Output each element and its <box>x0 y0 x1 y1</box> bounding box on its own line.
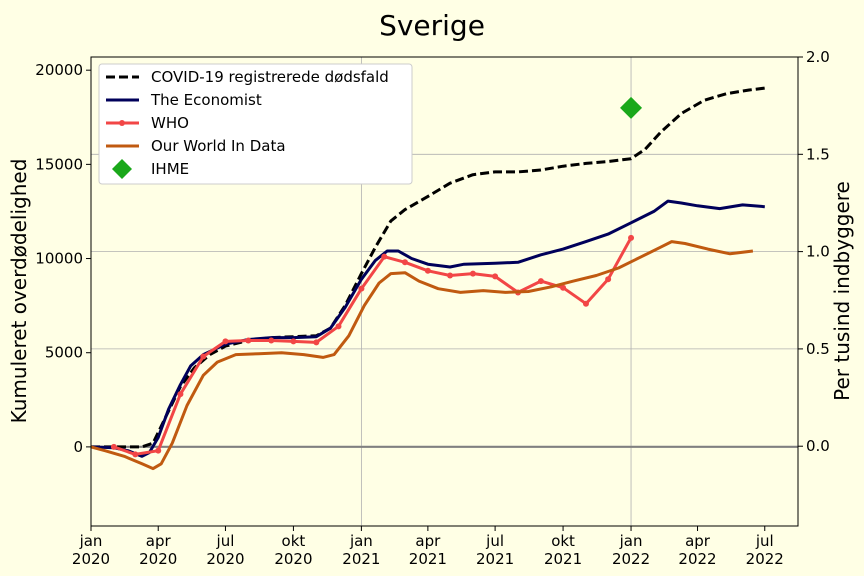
data-point-2 <box>313 339 320 346</box>
x-axis: jan2020apr2020jul2020okt2020jan2021apr20… <box>72 526 784 568</box>
data-point-2 <box>381 253 388 260</box>
plot-series <box>90 86 798 471</box>
y2-tick-label: 0.0 <box>806 437 830 455</box>
data-point-2 <box>132 451 139 458</box>
x-tick-label: 2020 <box>274 550 312 568</box>
data-point-2 <box>268 337 275 344</box>
x-tick-label: jan <box>349 532 373 550</box>
legend-label: IHME <box>151 160 189 178</box>
data-point-2 <box>582 300 589 307</box>
series-line-2 <box>113 237 633 456</box>
x-tick-label: jul <box>755 532 774 550</box>
legend-label: Our World In Data <box>151 137 286 155</box>
data-point-2 <box>469 270 476 277</box>
data-point-2 <box>245 337 252 344</box>
series-line-1 <box>90 199 765 458</box>
data-point-2 <box>177 391 184 398</box>
x-tick-label: 2022 <box>612 550 650 568</box>
data-point-2 <box>447 272 454 279</box>
x-tick-label: 2022 <box>678 550 716 568</box>
x-tick-label: jan <box>79 532 103 550</box>
legend-label: The Economist <box>150 91 262 109</box>
y2-tick-label: 0.5 <box>806 340 830 358</box>
legend-label: WHO <box>151 114 189 132</box>
data-point-2 <box>155 447 162 454</box>
y2-tick-label: 1.5 <box>806 145 830 163</box>
y2-axis-title: Per tusind indbyggere <box>830 181 854 401</box>
y-axis-left: 0 5000 10000 15000 20000 <box>35 61 91 456</box>
y-tick-label: 0 <box>73 438 83 456</box>
x-tick-label: apr <box>415 532 441 550</box>
data-point-2 <box>401 259 408 266</box>
data-point-2 <box>492 273 499 280</box>
y-tick-label: 20000 <box>35 61 83 79</box>
x-tick-label: apr <box>146 532 172 550</box>
data-point-2 <box>537 278 544 285</box>
data-point-2 <box>358 285 365 292</box>
data-point-2 <box>560 284 567 291</box>
x-tick-label: okt <box>551 532 575 550</box>
data-point-2 <box>424 267 431 274</box>
ihme-marker <box>620 96 643 119</box>
legend-box <box>98 63 413 185</box>
x-tick-label: 2021 <box>342 550 380 568</box>
data-point-2 <box>605 276 612 283</box>
x-tick-label: 2021 <box>544 550 582 568</box>
x-tick-label: 2022 <box>746 550 784 568</box>
plot-frame <box>90 56 799 527</box>
x-tick-label: 2020 <box>72 550 110 568</box>
data-point-2 <box>200 353 207 360</box>
y-tick-label: 15000 <box>35 155 83 173</box>
series-line-3 <box>90 240 754 471</box>
y-axis-right: 0.0 0.5 1.0 1.5 2.0 <box>798 48 830 455</box>
data-point-2 <box>290 338 297 345</box>
x-tick-label: 2020 <box>206 550 244 568</box>
legend-label: COVID-19 registrerede dødsfald <box>151 68 389 86</box>
y2-tick-label: 2.0 <box>806 48 830 66</box>
x-tick-label: 2021 <box>476 550 514 568</box>
x-tick-label: jan <box>619 532 643 550</box>
chart-title: Sverige <box>379 9 485 42</box>
y-axis-title: Kumuleret overdødelighed <box>7 159 31 424</box>
x-tick-label: jul <box>216 532 235 550</box>
x-tick-label: 2021 <box>409 550 447 568</box>
y2-tick-label: 1.0 <box>806 243 830 261</box>
legend-point <box>119 120 125 126</box>
x-tick-label: okt <box>282 532 306 550</box>
x-tick-label: apr <box>685 532 711 550</box>
x-tick-label: 2020 <box>139 550 177 568</box>
y-tick-label: 10000 <box>35 250 83 268</box>
x-tick-label: jul <box>485 532 504 550</box>
legend: COVID-19 registrerede dødsfald The Econom… <box>98 63 413 185</box>
legend-marker <box>112 159 132 179</box>
data-point-2 <box>222 338 229 345</box>
y-tick-label: 5000 <box>45 344 83 362</box>
data-point-2 <box>628 234 635 241</box>
data-point-2 <box>110 443 117 450</box>
data-point-2 <box>335 323 342 330</box>
